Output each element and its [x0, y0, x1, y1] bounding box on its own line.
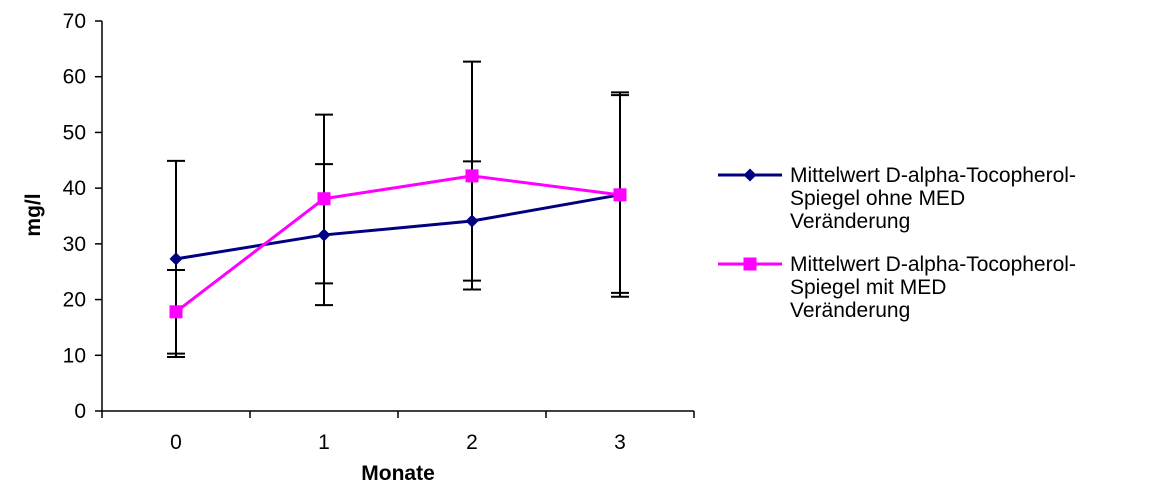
y-tick-label: 60 [63, 66, 86, 89]
data-point [317, 228, 331, 242]
x-axis-title: Monate [361, 462, 435, 485]
x-tick-label: 2 [466, 431, 478, 454]
legend-text-line: Spiegel ohne MED [790, 187, 965, 210]
legend-text-line: Spiegel mit MED [790, 276, 946, 299]
data-point [169, 252, 183, 266]
data-point [465, 214, 479, 228]
data-point [169, 305, 183, 319]
tick-labels: 0 10 20 30 40 50 60 70 0 1 2 3 [63, 10, 626, 454]
series-lines [175, 174, 621, 314]
axes [95, 20, 695, 418]
error-bars [167, 60, 629, 358]
y-tick-label: 20 [63, 289, 86, 312]
series-line-2 [175, 174, 621, 314]
y-axis-title: mg/l [22, 193, 45, 236]
y-tick-label: 40 [63, 177, 86, 200]
legend-text-line: Veränderung [790, 210, 910, 233]
x-tick-label: 1 [318, 431, 330, 454]
y-tick-label: 50 [63, 121, 86, 144]
legend-entry-2: Mittelwert D-alpha-Tocopherol-Spiegel mi… [790, 253, 1076, 322]
legend-marker-2 [743, 257, 757, 271]
legend-marker-1 [743, 168, 757, 182]
data-point [613, 188, 627, 202]
legend-entry-1: Mittelwert D-alpha-Tocopherol-Spiegel oh… [790, 164, 1076, 233]
x-tick-label: 0 [170, 431, 182, 454]
y-tick-label: 70 [63, 10, 86, 33]
legend-text-line: Mittelwert D-alpha-Tocopherol- [790, 253, 1076, 276]
y-tick-label: 0 [74, 400, 86, 423]
data-point [317, 192, 331, 206]
legend: Mittelwert D-alpha-Tocopherol-Spiegel oh… [718, 164, 1076, 322]
legend-text-line: Mittelwert D-alpha-Tocopherol- [790, 164, 1076, 187]
x-tick-label: 3 [614, 431, 626, 454]
legend-text-line: Veränderung [790, 299, 910, 322]
series-line-1 [175, 193, 621, 261]
markers [169, 169, 627, 319]
data-point [465, 169, 479, 183]
y-tick-label: 30 [63, 233, 86, 256]
y-tick-label: 10 [63, 344, 86, 367]
